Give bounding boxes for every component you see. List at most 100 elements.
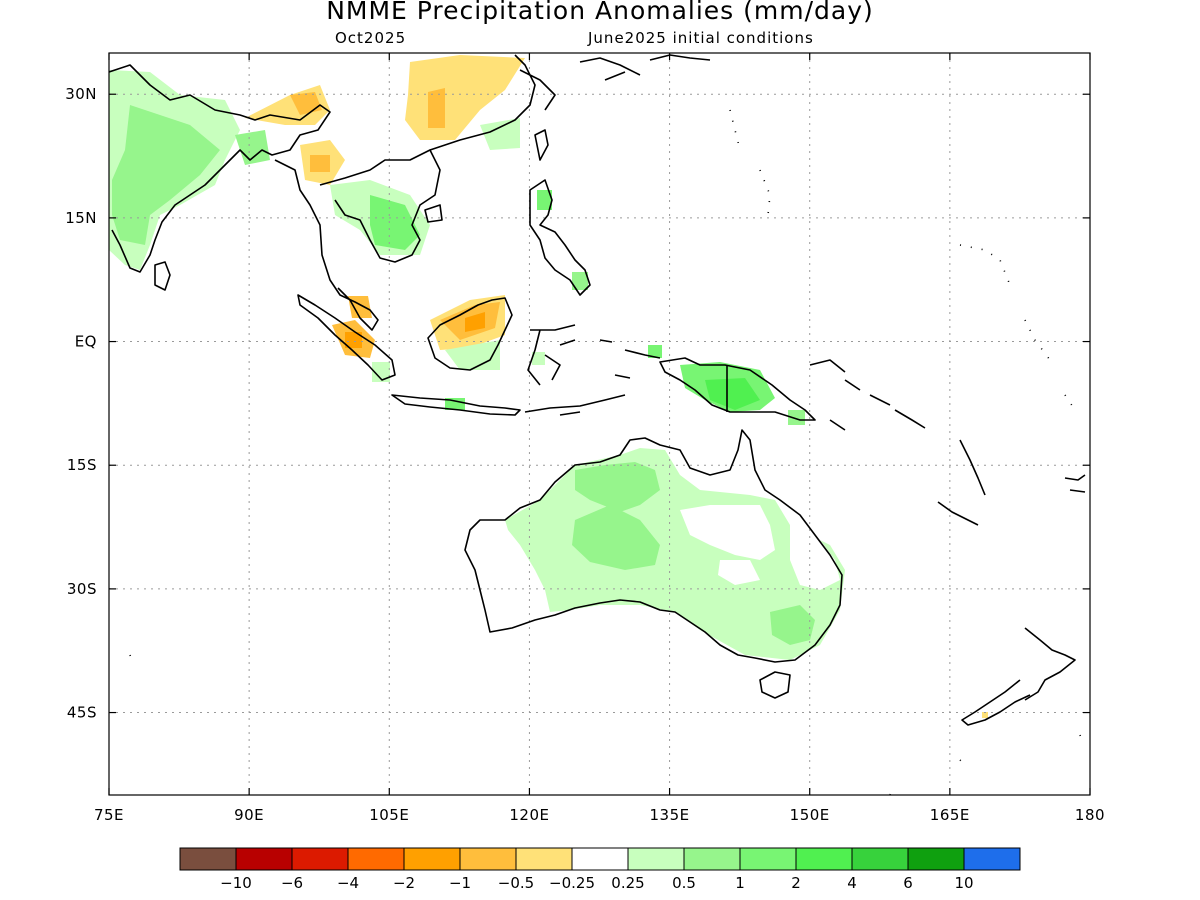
coastline-sri-lanka <box>154 261 171 291</box>
coastline-new-zealand <box>961 627 1076 726</box>
lon-label: 90E <box>234 806 264 824</box>
anomaly-region-indochina-core <box>370 195 420 250</box>
anomaly-region-australia-wet-central <box>572 505 660 570</box>
coastline-fiji <box>1064 474 1086 493</box>
legend-label: −6 <box>281 874 303 892</box>
anomaly-region-papua-southeast <box>788 410 805 425</box>
legend-swatch <box>963 847 1021 871</box>
anomaly-region-new-zealand <box>982 712 988 718</box>
anomaly-region-borneo-dry-center <box>465 312 485 332</box>
anomaly-region-java <box>445 398 465 410</box>
coastline-new-caledonia <box>937 501 979 526</box>
coastline-sumatra <box>297 294 396 381</box>
anomaly-region-australia-north <box>505 448 845 660</box>
anomaly-region-australia-wet-east <box>770 605 815 645</box>
coastline-vanuatu <box>959 439 986 496</box>
anomaly-region-new-guinea-core <box>705 378 760 410</box>
anomaly-region-philippines <box>537 190 552 210</box>
lon-label: 150E <box>790 806 830 824</box>
lon-label: 105E <box>369 806 409 824</box>
anomaly-region-mindanao <box>572 272 588 290</box>
coastline-south-asia <box>109 64 331 273</box>
anomaly-region-myanmar-dry-core <box>310 155 330 172</box>
axis-ticks <box>108 53 1091 795</box>
target-month-label: Oct2025 <box>335 29 407 47</box>
legend-swatch <box>459 847 517 871</box>
legend-swatch <box>403 847 461 871</box>
lon-label: 120E <box>509 806 549 824</box>
lat-label: EQ <box>75 333 97 351</box>
lon-label: 180 <box>1075 806 1105 824</box>
legend-label: −0.5 <box>498 874 534 892</box>
coastline-china <box>429 54 556 151</box>
legend-swatch <box>851 847 909 871</box>
latitude-labels: 30N 15N EQ 15S 30S 45S <box>65 85 97 722</box>
lat-label: 15N <box>65 209 97 227</box>
anomaly-region-china-dry-core <box>428 88 445 128</box>
anomaly-region-sulawesi <box>532 352 545 365</box>
anomaly-region-moluccas <box>648 345 662 358</box>
coastline-java <box>391 394 521 416</box>
anomaly-region-sumatra-wet <box>372 362 390 382</box>
color-legend: −10 −6 −4 −2 −1 −0.5 −0.25 0.25 0.5 1 2 4 6 10 <box>179 847 1021 892</box>
lat-label: 15S <box>67 456 97 474</box>
legend-label: 10 <box>954 874 973 892</box>
coastline-indochina <box>274 149 441 331</box>
anomaly-region-sumatra-dry-core <box>345 332 362 348</box>
lat-label: 45S <box>67 704 97 722</box>
legend-swatch <box>907 847 965 871</box>
legend-swatch <box>571 847 629 871</box>
anomaly-region-china-wet <box>480 118 520 150</box>
legend-swatch <box>179 847 237 871</box>
coastline-lesser-sunda <box>524 394 626 416</box>
coastline-philippines <box>529 179 591 296</box>
legend-label: 1 <box>735 874 745 892</box>
legend-label: 2 <box>791 874 801 892</box>
legend-swatch <box>347 847 405 871</box>
legend-label: −1 <box>449 874 471 892</box>
legend-swatch <box>795 847 853 871</box>
coastline-hainan <box>424 204 443 223</box>
anomaly-region-australia-dry-interior <box>680 505 775 560</box>
legend-label: 4 <box>847 874 857 892</box>
legend-swatch <box>739 847 797 871</box>
legend-label: −0.25 <box>549 874 595 892</box>
coastline-tasmania <box>759 671 791 699</box>
anomaly-region-australia-dry-south <box>718 560 760 585</box>
coastline-taiwan <box>534 129 549 161</box>
gridlines <box>109 53 1090 795</box>
lon-label: 165E <box>930 806 970 824</box>
legend-label: 6 <box>903 874 913 892</box>
coastline-solomon <box>869 394 926 429</box>
coastline-borneo <box>427 297 513 371</box>
map-frame <box>108 52 1091 796</box>
coastline-australia <box>464 429 843 663</box>
lat-label: 30S <box>67 580 97 598</box>
legend-label: −2 <box>393 874 415 892</box>
legend-label: 0.5 <box>672 874 696 892</box>
anomaly-region-india-northeast <box>235 130 270 165</box>
coastline-southern-islands <box>129 654 1083 795</box>
coastline-moluccas <box>599 339 661 379</box>
longitude-labels: 75E 90E 105E 120E 135E 150E 165E 180 <box>94 806 1105 824</box>
lon-label: 135E <box>650 806 690 824</box>
legend-label: −10 <box>220 874 252 892</box>
initial-conditions-label: June2025 initial conditions <box>588 29 814 47</box>
anomaly-region-australia-wet-north <box>575 462 660 512</box>
anomaly-region-malaya-dry <box>348 296 372 318</box>
lat-label: 30N <box>65 85 97 103</box>
anomaly-layer <box>109 55 988 718</box>
legend-swatch <box>683 847 741 871</box>
legend-swatch <box>515 847 573 871</box>
coastline-pacific-islands <box>729 109 1076 411</box>
legend-label: 0.25 <box>611 874 644 892</box>
chart-title: NMME Precipitation Anomalies (mm/day) <box>326 0 874 25</box>
legend-swatch <box>235 847 293 871</box>
coastlines <box>109 54 1086 795</box>
legend-swatch <box>627 847 685 871</box>
coastline-new-guinea <box>659 357 816 421</box>
coastline-sulawesi <box>527 324 576 386</box>
legend-swatch <box>291 847 349 871</box>
lon-label: 75E <box>94 806 124 824</box>
